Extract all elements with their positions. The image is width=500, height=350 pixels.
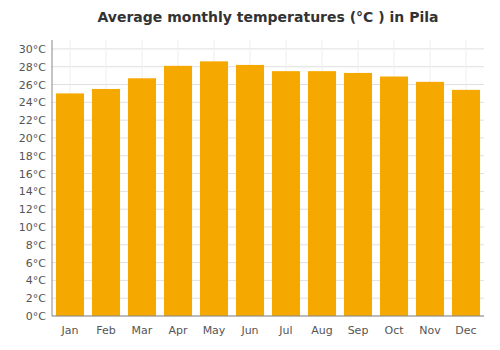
- y-tick-label: 28°C: [19, 61, 46, 74]
- y-tick-label: 0°C: [26, 310, 46, 323]
- x-tick-label: Oct: [384, 324, 404, 337]
- chart-title: Average monthly temperatures (°C ) in Pi…: [97, 9, 438, 25]
- y-axis-line: [52, 40, 53, 316]
- bar: [56, 93, 84, 316]
- x-tick-label: Nov: [419, 324, 441, 337]
- bars: [56, 61, 480, 316]
- y-tick-label: 18°C: [19, 150, 46, 163]
- bar: [452, 90, 480, 316]
- y-tick-label: 10°C: [19, 221, 46, 234]
- x-tick-label: Dec: [455, 324, 476, 337]
- x-tick-label: Jan: [61, 324, 79, 337]
- bar: [128, 78, 156, 316]
- y-tick-label: 2°C: [26, 292, 46, 305]
- bar: [164, 66, 192, 316]
- bar: [416, 82, 444, 316]
- grid: [52, 40, 484, 316]
- y-grid-line: [52, 316, 484, 317]
- x-tick-label: May: [203, 324, 226, 337]
- y-tick-label: 6°C: [26, 257, 46, 270]
- y-tick-label: 24°C: [19, 96, 46, 109]
- y-tick-label: 20°C: [19, 132, 46, 145]
- y-tick-label: 30°C: [19, 43, 46, 56]
- y-tick-label: 12°C: [19, 203, 46, 216]
- x-tick-label: Mar: [132, 324, 153, 337]
- bar: [344, 73, 372, 316]
- bar: [92, 89, 120, 316]
- x-tick-label: Jun: [240, 324, 258, 337]
- bar: [380, 77, 408, 316]
- bar: [272, 71, 300, 316]
- x-tick-label: Sep: [348, 324, 369, 337]
- y-tick-label: 16°C: [19, 168, 46, 181]
- x-tick-label: Feb: [96, 324, 115, 337]
- bar: [236, 65, 264, 316]
- x-tick-label: Jul: [278, 324, 292, 337]
- chart-container: Average monthly temperatures (°C ) in Pi…: [0, 0, 500, 350]
- y-tick-label: 4°C: [26, 274, 46, 287]
- y-grid-line: [52, 48, 484, 49]
- y-tick-label: 26°C: [19, 79, 46, 92]
- x-axis-line: [52, 316, 484, 317]
- y-tick-label: 14°C: [19, 185, 46, 198]
- bar: [308, 71, 336, 316]
- y-tick-label: 22°C: [19, 114, 46, 127]
- bar: [200, 61, 228, 316]
- chart-svg: Average monthly temperatures (°C ) in Pi…: [0, 0, 500, 350]
- x-tick-label: Apr: [168, 324, 188, 337]
- y-tick-label: 8°C: [26, 239, 46, 252]
- y-grid-line: [52, 66, 484, 67]
- x-tick-label: Aug: [311, 324, 332, 337]
